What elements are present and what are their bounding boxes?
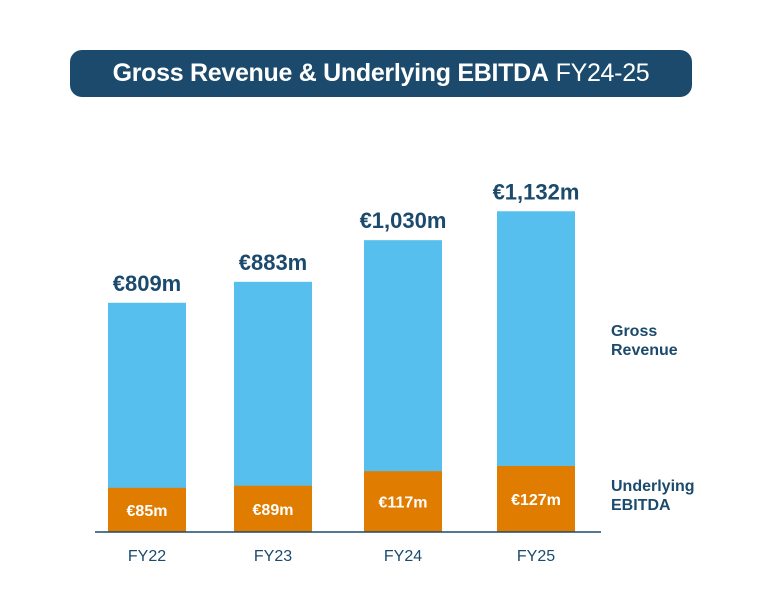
chart-title-main: Gross Revenue & Underlying EBITDA	[112, 59, 549, 87]
gross-revenue-label-fy25: €1,132m	[493, 179, 580, 204]
legend-gross-revenue: Gross Revenue	[611, 323, 678, 359]
x-tick-label-fy22: FY22	[128, 548, 166, 565]
ebitda-bar-fy23	[234, 485, 312, 532]
ebitda-bar-fy25	[497, 465, 575, 532]
x-tick-label-fy23: FY23	[254, 548, 292, 565]
ebitda-bar-fy24	[364, 471, 442, 532]
ebitda-label-fy24: €117m	[379, 495, 428, 512]
gross-revenue-label-fy22: €809m	[113, 271, 182, 296]
ebitda-label-fy23: €89m	[253, 502, 294, 519]
legend-underlying-ebitda: Underlying EBITDA	[611, 478, 695, 514]
ebitda-bar-fy22	[108, 487, 186, 532]
ebitda-label-fy22: €85m	[127, 503, 168, 520]
gross-revenue-label-fy24: €1,030m	[360, 208, 447, 233]
x-tick-label-fy25: FY25	[517, 548, 555, 565]
gross-revenue-label-fy23: €883m	[239, 250, 308, 275]
ebitda-label-fy25: €127m	[511, 492, 561, 509]
chart-title: Gross Revenue & Underlying EBITDA FY24-2…	[70, 50, 692, 97]
chart-title-suffix: FY24-25	[555, 59, 650, 87]
x-tick-label-fy24: FY24	[384, 548, 422, 565]
